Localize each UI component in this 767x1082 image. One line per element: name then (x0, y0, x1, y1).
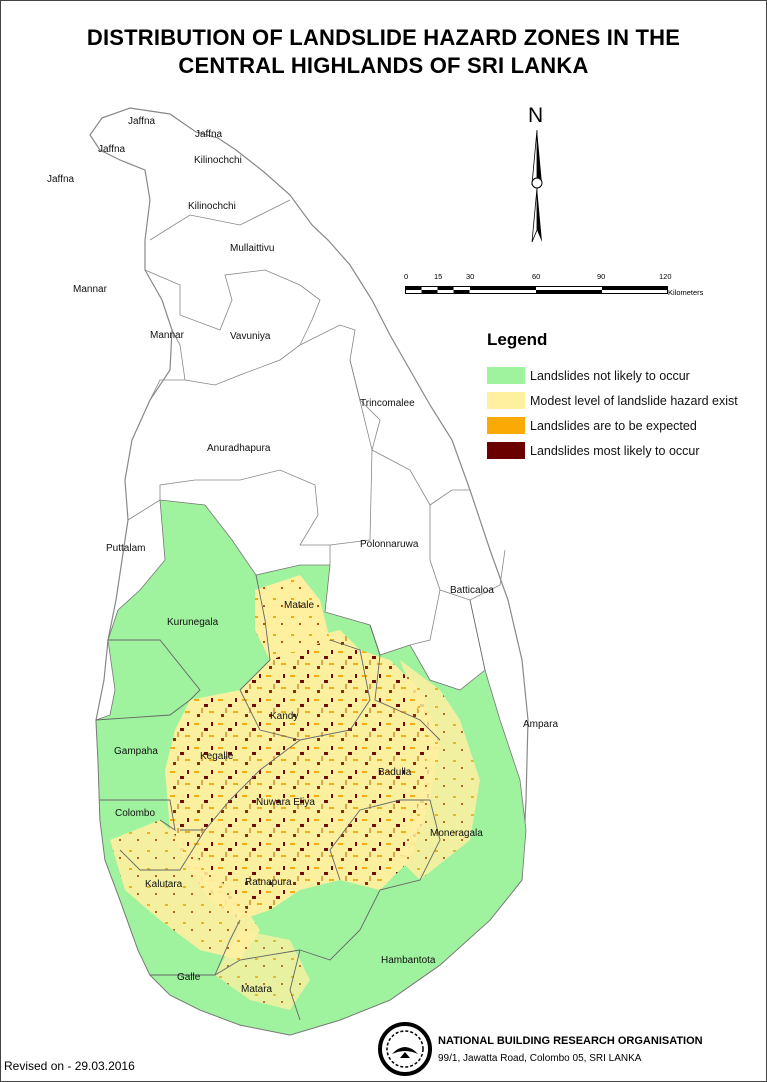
label-jaffna: Jaffna (128, 116, 155, 127)
legend-swatch (487, 392, 525, 409)
label-badulla: Badulla (378, 767, 412, 778)
label-galle: Galle (177, 972, 201, 983)
map-title-line1: DISTRIBUTION OF LANDSLIDE HAZARD ZONES I… (86, 25, 681, 50)
hazard-zone-east (400, 660, 480, 880)
scale-tick: 30 (466, 272, 475, 281)
label-gampaha: Gampaha (114, 746, 158, 757)
scale-tick: 15 (434, 272, 443, 281)
label-mullaittivu: Mullaittivu (230, 243, 274, 254)
legend-swatch (487, 442, 525, 459)
organisation-name: NATIONAL BUILDING RESEARCH ORGANISATION (438, 1035, 703, 1047)
scale-tick: 90 (597, 272, 606, 281)
label-kurunegala: Kurunegala (167, 617, 219, 628)
hazard-zone-matale (255, 575, 330, 660)
scale-tick: 60 (532, 272, 541, 281)
scale-tick: 120 (659, 272, 672, 281)
label-matale: Matale (284, 600, 314, 611)
legend-item: Landslides not likely to occur (487, 363, 767, 388)
label-anuradhapura: Anuradhapura (207, 443, 271, 454)
organisation-block: NATIONAL BUILDING RESEARCH ORGANISATION … (378, 1020, 758, 1080)
label-ampara: Ampara (523, 719, 558, 730)
label-jaffna: Jaffna (47, 174, 74, 185)
scale-unit: Kilometers (668, 288, 704, 297)
legend-label: Landslides most likely to occur (530, 443, 700, 458)
label-kandy: Kandy (270, 711, 298, 722)
label-matara: Matara (241, 984, 273, 995)
north-arrow: N (520, 104, 554, 244)
legend-swatch (487, 417, 525, 434)
label-polonnaruwa: Polonnaruwa (360, 539, 419, 550)
organisation-address: 99/1, Jawatta Road, Colombo 05, SRI LANK… (438, 1053, 642, 1064)
label-kalutara: Kalutara (145, 879, 183, 890)
hazard-zone-southwest (110, 820, 260, 960)
legend-title: Legend (487, 330, 548, 349)
label-moneragala: Moneragala (430, 828, 483, 839)
label-colombo: Colombo (115, 808, 155, 819)
north-arrow-icon (531, 129, 543, 243)
label-puttalam: Puttalam (106, 543, 145, 554)
map-title-line2: CENTRAL HIGHLANDS OF SRI LANKA (178, 53, 589, 78)
label-hambantota: Hambantota (381, 955, 436, 966)
label-batticaloa: Batticaloa (450, 585, 494, 596)
legend-item: Modest level of landslide hazard exist (487, 388, 767, 413)
label-jaffna: Jaffna (98, 144, 125, 155)
hazard-zone-central (165, 630, 440, 920)
scale-tick: 0 (404, 272, 409, 281)
legend-label: Landslides are to be expected (530, 418, 697, 433)
label-nuwara-eliya: Nuwara Eliya (256, 797, 315, 808)
nbro-logo-icon (378, 1022, 432, 1076)
legend-label: Landslides not likely to occur (530, 368, 690, 383)
district-boundaries-south (95, 574, 486, 1021)
label-kegalle: Kegalle (200, 751, 234, 762)
district-boundaries (127, 199, 506, 646)
legend-label: Modest level of landslide hazard exist (530, 393, 738, 408)
label-ratnapura: Ratnapura (245, 877, 292, 888)
hazard-zone-south (215, 930, 310, 1010)
label-jaffna: Jaffna (195, 129, 222, 140)
legend-swatch (487, 367, 525, 384)
label-mannar: Mannar (73, 284, 108, 295)
label-kilinochchi: Kilinochchi (188, 201, 236, 212)
map-legend: Legend Landslides not likely to occur Mo… (478, 330, 767, 463)
label-kilinochchi: Kilinochchi (194, 155, 242, 166)
label-trincomalee: Trincomalee (360, 398, 415, 409)
revised-date: Revised on - 29.03.2016 (4, 1059, 135, 1073)
label-vavuniya: Vavuniya (230, 331, 271, 342)
scale-bar: 0 15 30 60 90 120 Kilometers (400, 272, 720, 302)
north-label: N (528, 104, 544, 127)
scale-bar-graphic (405, 286, 668, 294)
label-mannar: Mannar (150, 330, 185, 341)
legend-item: Landslides are to be expected (487, 413, 767, 438)
legend-item: Landslides most likely to occur (487, 438, 767, 463)
